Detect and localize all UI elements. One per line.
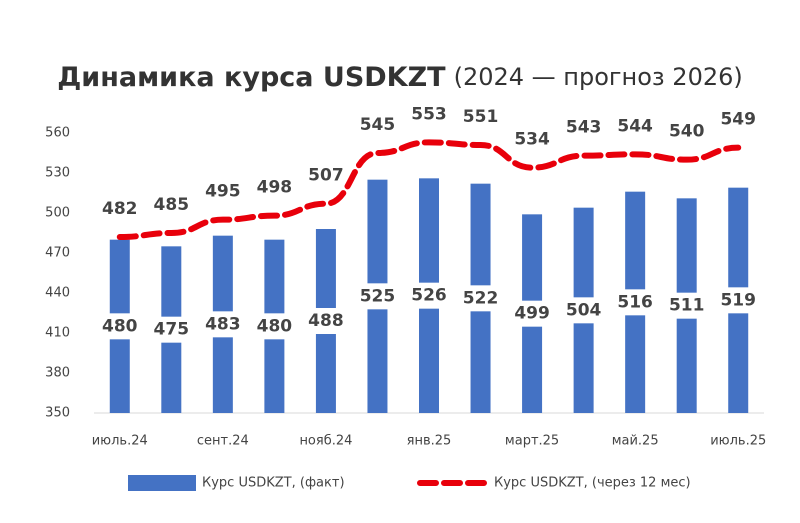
label-bg — [99, 313, 140, 340]
data-label: 480 — [102, 316, 138, 336]
data-label: 488 — [308, 311, 344, 331]
data-label: 534 — [514, 130, 550, 150]
data-label: 544 — [617, 116, 653, 136]
label-bg — [254, 313, 295, 340]
x-tick-label: июль.25 — [710, 434, 766, 449]
label-bg — [409, 282, 449, 309]
x-tick-label: янв.25 — [407, 434, 452, 449]
data-label: 483 — [205, 314, 241, 334]
y-tick-label: 470 — [45, 246, 70, 261]
data-label: 549 — [720, 110, 756, 130]
x-tick-label: май.25 — [612, 434, 659, 449]
y-tick-label: 530 — [45, 166, 70, 181]
label-bg — [512, 300, 553, 327]
chart-heading: Динамика курса USDKZT (2024 — прогноз 202… — [57, 62, 742, 93]
chart-title: Динамика курса USDKZT — [57, 62, 446, 93]
data-label: 553 — [411, 104, 447, 124]
data-label: 522 — [463, 288, 499, 308]
label-bg — [666, 292, 707, 319]
data-label: 545 — [360, 115, 396, 135]
data-label: 511 — [669, 296, 705, 316]
data-label: 495 — [205, 182, 241, 202]
x-tick-label: нояб.24 — [299, 434, 352, 449]
data-label: 543 — [566, 118, 602, 138]
data-label: 485 — [154, 195, 190, 215]
label-bg — [563, 297, 604, 324]
data-label: 507 — [308, 166, 344, 186]
data-label: 525 — [360, 286, 396, 306]
data-label: 516 — [617, 292, 653, 312]
x-tick-label: сент.24 — [197, 434, 249, 449]
data-label: 482 — [102, 199, 138, 219]
label-bg — [202, 311, 243, 338]
y-tick-label: 380 — [45, 366, 70, 381]
label-bg — [357, 283, 398, 310]
x-tick-label: июль.24 — [92, 434, 148, 449]
y-tick-label: 410 — [45, 326, 70, 341]
label-bg — [615, 289, 656, 316]
data-label: 475 — [154, 320, 190, 340]
y-tick-label: 440 — [45, 286, 70, 301]
data-label: 498 — [257, 178, 293, 198]
chart-subtitle: (2024 — прогноз 2026) — [454, 63, 743, 91]
data-label: 540 — [669, 122, 705, 142]
legend-swatch — [128, 475, 196, 491]
y-tick-label: 350 — [45, 406, 70, 421]
y-tick-label: 500 — [45, 206, 70, 221]
data-label: 499 — [514, 304, 550, 324]
line — [116, 139, 742, 240]
data-label: 504 — [566, 300, 602, 320]
legend-label: Курс USDKZT, (факт) — [202, 476, 345, 491]
label-bg — [718, 287, 759, 314]
legend-label: Курс USDKZT, (через 12 мес) — [494, 476, 691, 491]
data-label: 480 — [257, 316, 293, 336]
label-bg — [460, 285, 501, 312]
x-tick-label: март.25 — [505, 434, 559, 449]
data-label: 551 — [463, 107, 499, 127]
data-label: 526 — [411, 286, 447, 306]
y-tick-label: 560 — [45, 126, 70, 141]
data-label: 519 — [720, 290, 756, 310]
label-bg — [151, 316, 192, 343]
label-bg — [305, 308, 346, 334]
